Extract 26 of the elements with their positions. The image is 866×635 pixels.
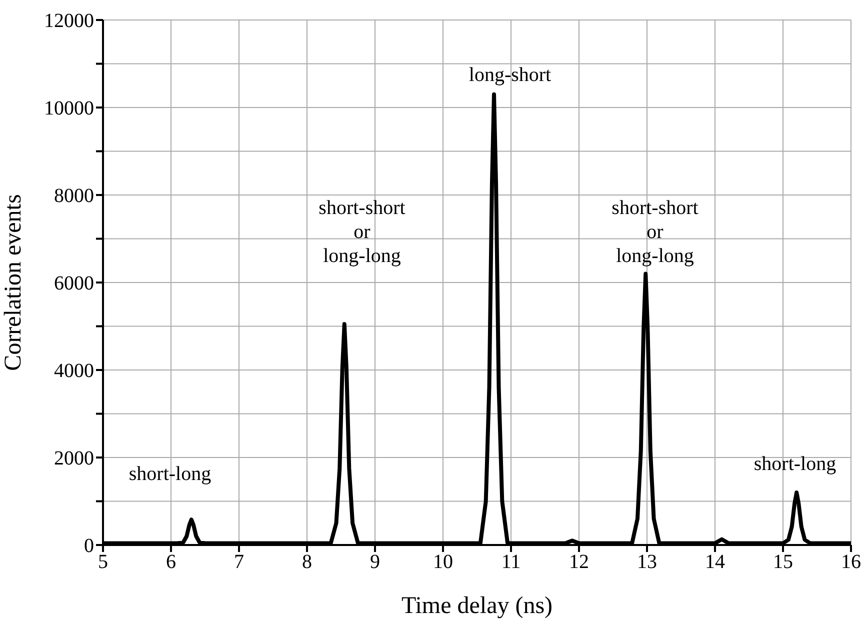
annotation: short-short or long-long: [610, 196, 700, 268]
x-tick-label: 7: [234, 551, 244, 574]
x-tick-label: 6: [166, 551, 176, 574]
x-axis-title: Time delay (ns): [401, 593, 553, 619]
y-tick-label: 12000: [44, 10, 94, 32]
annotation: short-long: [128, 463, 212, 485]
x-tick-label: 15: [773, 551, 793, 574]
x-tick-label: 14: [705, 551, 725, 574]
y-tick-label: 2000: [54, 448, 94, 470]
x-tick-label: 12: [569, 551, 589, 574]
y-tick-label: 0: [84, 535, 94, 558]
x-tick-label: 5: [98, 551, 108, 574]
x-tick-label: 13: [637, 551, 657, 574]
x-tick-label: 8: [302, 551, 312, 574]
y-axis-title: Correlation events: [0, 194, 27, 371]
annotation: short-long: [752, 452, 838, 476]
y-tick-label: 4000: [54, 360, 94, 382]
x-tick-label: 16: [841, 551, 861, 574]
y-tick-label: 10000: [44, 98, 94, 120]
x-tick-label: 10: [433, 551, 453, 574]
x-tick-label: 9: [370, 551, 380, 574]
x-tick-label: 11: [501, 551, 521, 574]
annotation: long-short: [468, 63, 552, 87]
y-tick-label: 8000: [54, 185, 94, 208]
y-tick-label: 6000: [54, 272, 94, 295]
annotation: short-short or long-long: [318, 196, 406, 268]
